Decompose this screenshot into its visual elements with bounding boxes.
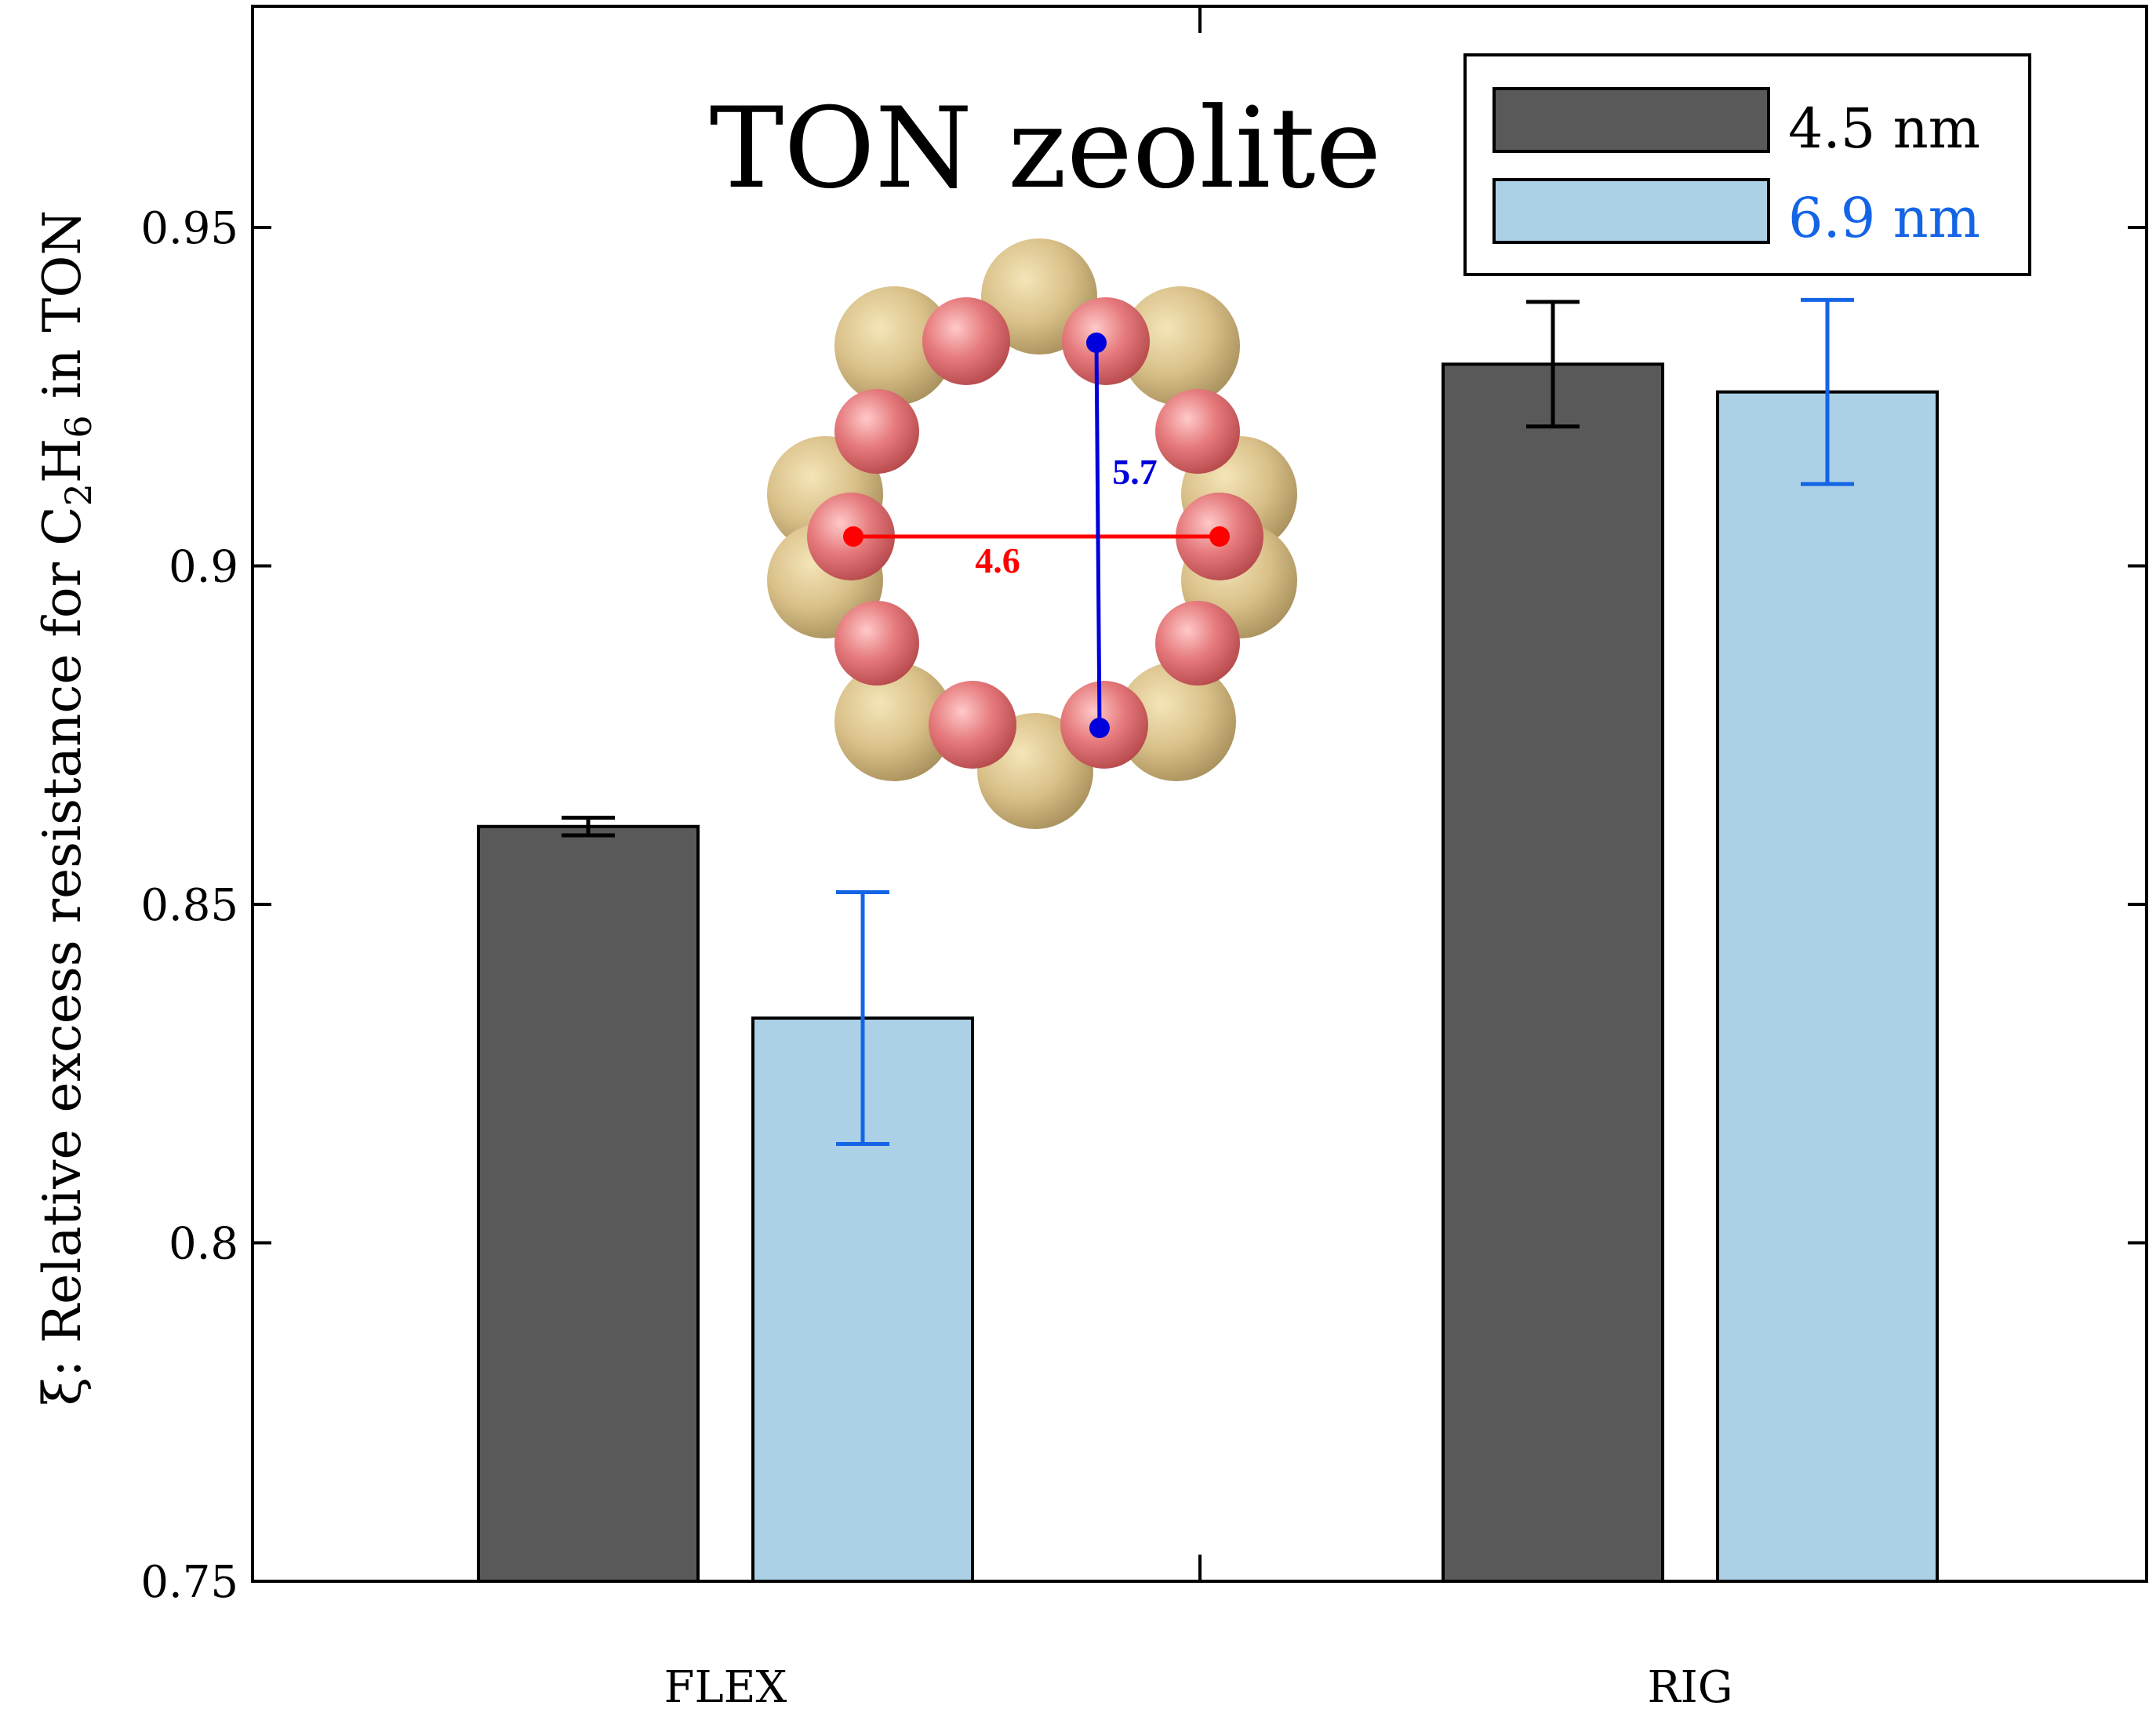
si-atom [1117, 662, 1236, 781]
zeolite-ring-icon: 4.6 5.7 [767, 238, 1297, 829]
si-atom [834, 662, 954, 781]
bar-rig-series-1 [1716, 390, 1939, 1584]
y-tick-label: 0.8 [169, 1219, 238, 1270]
y-axis-label-suffix: in TON [32, 210, 93, 415]
vertical-dimension-end [1089, 718, 1110, 738]
x-category-label-rig: RIG [1647, 1662, 1732, 1713]
o-atom [834, 389, 919, 474]
horizontal-dimension-end [1209, 526, 1230, 547]
bar-flex-series-0 [477, 824, 700, 1583]
y-axis-label-prefix: ξ: Relative excess resistance for C [32, 506, 93, 1406]
vertical-dimension-line [1094, 342, 1102, 729]
bar-rig-series-0 [1442, 362, 1664, 1583]
o-atom [834, 601, 919, 686]
o-atom [922, 297, 1010, 385]
o-atom [929, 681, 1016, 769]
y-tick-label: 0.95 [140, 203, 238, 254]
y-axis-label-mid: H [32, 438, 93, 484]
y-tick-label: 0.9 [169, 542, 238, 593]
o-atom [1155, 601, 1240, 686]
y-tick-label: 0.85 [140, 880, 238, 931]
legend-swatch-4-5nm [1492, 87, 1770, 153]
y-axis-label-sub1: 2 [57, 483, 100, 506]
legend: 4.5 nm 6.9 nm [1463, 53, 2031, 276]
chart-title: TON zeolite [710, 84, 1382, 213]
y-axis-label: ξ: Relative excess resistance for C2H6 i… [32, 210, 100, 1406]
o-atom [1155, 389, 1240, 474]
si-atom [834, 286, 954, 406]
horizontal-dimension-label: 4.6 [975, 540, 1020, 580]
y-axis-label-sub2: 6 [57, 415, 100, 438]
vertical-dimension-end [1086, 333, 1107, 353]
si-atom [1121, 286, 1240, 406]
legend-label-4-5nm: 4.5 nm [1788, 96, 1980, 161]
x-category-label-flex: FLEX [664, 1662, 787, 1713]
y-axis-ticks: 0.75 0.8 0.85 0.9 0.95 [140, 203, 2147, 1608]
bars-group: FLEX RIG [477, 297, 1939, 1713]
legend-label-6-9nm: 6.9 nm [1788, 186, 1980, 250]
y-tick-label: 0.75 [140, 1557, 238, 1608]
vertical-dimension-label: 5.7 [1112, 452, 1158, 492]
horizontal-dimension-end [843, 526, 863, 547]
legend-swatch-6-9nm [1492, 178, 1770, 244]
